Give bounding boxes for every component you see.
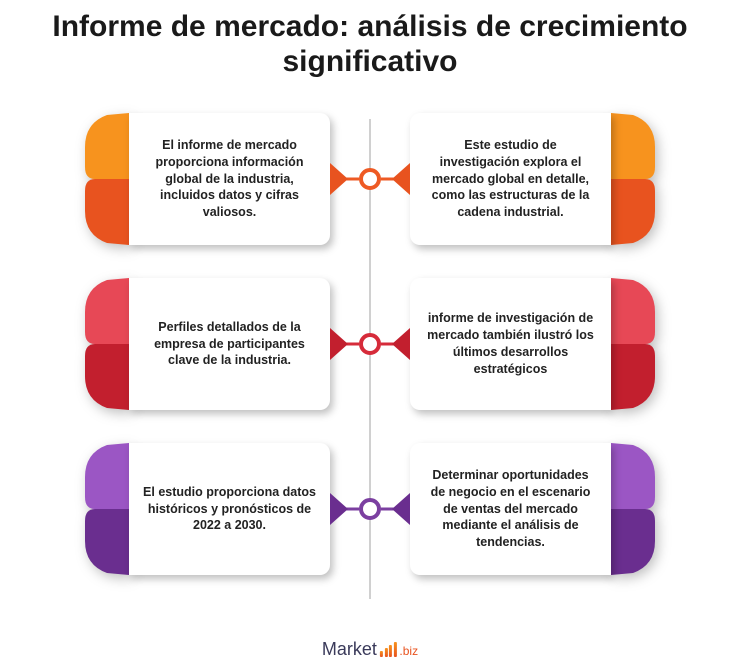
timeline-node [359, 168, 381, 190]
diagram-row: Perfiles detallados de la empresa de par… [0, 269, 740, 419]
info-card: informe de investigación de mercado tamb… [410, 278, 655, 410]
timeline-node [359, 333, 381, 355]
card-text: El estudio proporciona datos históricos … [129, 443, 330, 575]
card-arrow-icon [330, 328, 348, 360]
page-title: Informe de mercado: análisis de crecimie… [0, 0, 740, 79]
card-cap-shape [611, 113, 655, 245]
card-text: informe de investigación de mercado tamb… [410, 278, 611, 410]
card-cap-shape [85, 278, 129, 410]
info-card: El estudio proporciona datos históricos … [85, 443, 330, 575]
card-text: El informe de mercado proporciona inform… [129, 113, 330, 245]
card-arrow-icon [392, 493, 410, 525]
card-arrow-icon [330, 493, 348, 525]
logo-bars-icon [380, 642, 397, 657]
info-card: Este estudio de investigación explora el… [410, 113, 655, 245]
info-card: Determinar oportunidades de negocio en e… [410, 443, 655, 575]
card-cap-shape [85, 113, 129, 245]
timeline-node [359, 498, 381, 520]
info-card: El informe de mercado proporciona inform… [85, 113, 330, 245]
card-cap-shape [85, 443, 129, 575]
infographic-diagram: El informe de mercado proporciona inform… [0, 89, 740, 609]
card-cap-shape [611, 278, 655, 410]
diagram-row: El estudio proporciona datos históricos … [0, 434, 740, 584]
card-text: Perfiles detallados de la empresa de par… [129, 278, 330, 410]
card-text: Este estudio de investigación explora el… [410, 113, 611, 245]
diagram-row: El informe de mercado proporciona inform… [0, 104, 740, 254]
card-arrow-icon [330, 163, 348, 195]
card-arrow-icon [392, 163, 410, 195]
card-text: Determinar oportunidades de negocio en e… [410, 443, 611, 575]
info-card: Perfiles detallados de la empresa de par… [85, 278, 330, 410]
card-cap-shape [611, 443, 655, 575]
logo-text-main: Market [322, 639, 377, 660]
brand-logo: Market .biz [322, 639, 418, 660]
card-arrow-icon [392, 328, 410, 360]
logo-text-suffix: .biz [399, 644, 418, 658]
